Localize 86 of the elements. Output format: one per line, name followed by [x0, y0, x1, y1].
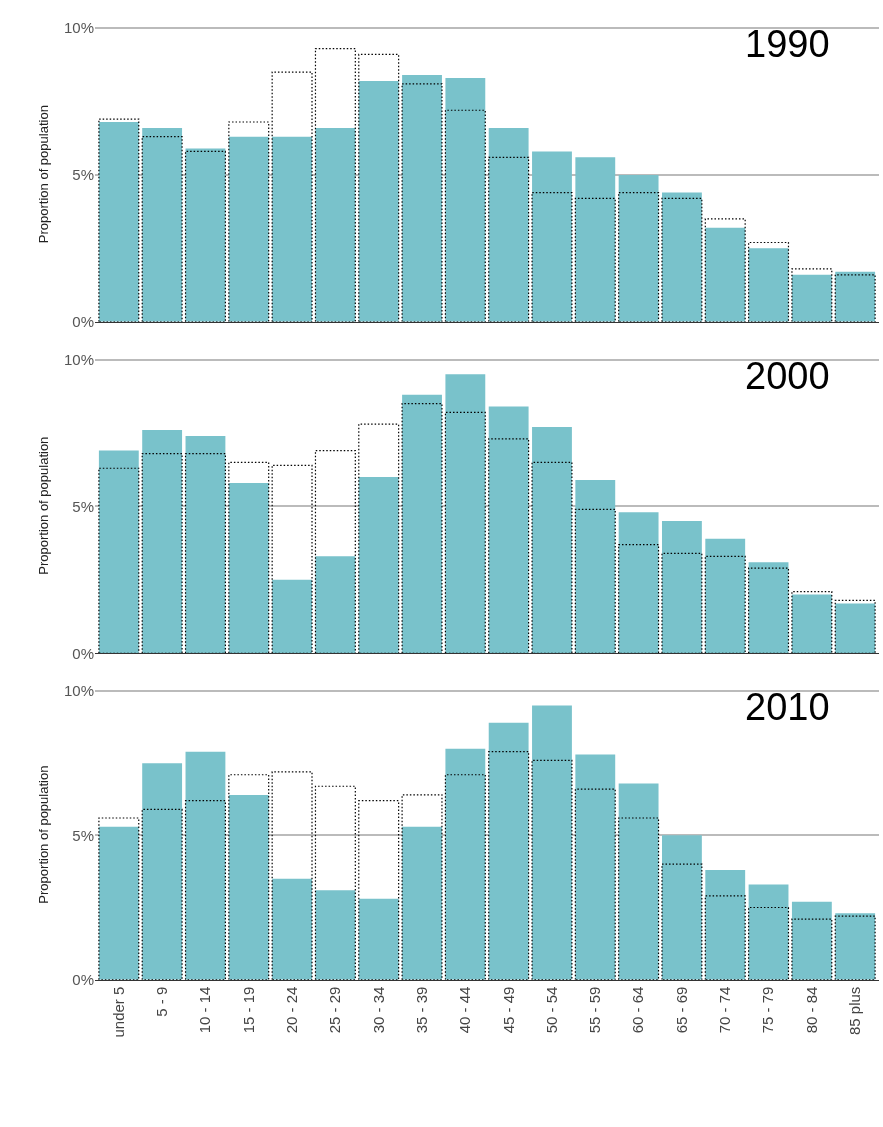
- y-tick-label: 0%: [72, 644, 94, 662]
- bar: [531, 191, 573, 322]
- x-tick-label: 60 - 64: [629, 986, 647, 1034]
- bar: [661, 521, 702, 654]
- y-tick-label: 5%: [72, 497, 94, 515]
- bar: [531, 461, 573, 654]
- bar: [532, 427, 572, 654]
- bar: [402, 826, 442, 980]
- bar: [401, 794, 443, 980]
- bar: [575, 157, 616, 322]
- x-tick-label: 45 - 49: [499, 986, 517, 1034]
- bar: [661, 835, 702, 980]
- bar: [315, 127, 356, 322]
- x-tick-label: 55 - 59: [586, 986, 604, 1034]
- bar: [271, 71, 313, 322]
- x-tick-label: 15 - 19: [239, 986, 257, 1034]
- x-tick-label: 80 - 84: [802, 986, 820, 1034]
- y-tick-label: 5%: [72, 166, 94, 184]
- y-axis-title: Proportion of population: [35, 436, 51, 575]
- bar: [618, 817, 660, 980]
- bar: [358, 800, 400, 980]
- bar: [574, 788, 616, 980]
- bar: [618, 544, 660, 654]
- bar: [272, 878, 313, 980]
- bar: [315, 556, 356, 654]
- bar: [271, 464, 313, 654]
- bar: [574, 508, 616, 654]
- bar: [618, 512, 659, 654]
- bar: [704, 895, 746, 980]
- x-tick-label: under 5: [109, 986, 127, 1038]
- bar: [661, 863, 703, 980]
- bar: [358, 477, 399, 654]
- x-tick-label: 85 plus: [846, 986, 864, 1036]
- bar: [184, 800, 226, 980]
- bar: [575, 754, 616, 980]
- y-axis-title: Proportion of population: [35, 105, 51, 244]
- y-tick-label: 0%: [72, 313, 94, 331]
- x-tick-label: 20 - 24: [282, 986, 300, 1034]
- bar: [531, 759, 573, 980]
- chart-title: 2010: [745, 686, 830, 728]
- y-axis-title: Proportion of population: [35, 765, 51, 904]
- bar: [748, 884, 789, 980]
- bar: [532, 151, 572, 322]
- bar: [705, 869, 746, 980]
- bar: [488, 127, 529, 322]
- bar: [791, 918, 833, 980]
- bar: [142, 763, 183, 980]
- bar: [315, 890, 356, 980]
- bar: [314, 450, 356, 654]
- bar: [575, 479, 616, 654]
- x-tick-label: 30 - 34: [369, 986, 387, 1034]
- bar: [791, 901, 832, 980]
- bar: [314, 785, 356, 980]
- x-tick-label: 35 - 39: [412, 986, 430, 1034]
- bar: [574, 197, 616, 322]
- bar: [661, 552, 703, 654]
- y-tick-label: 10%: [63, 350, 94, 368]
- x-tick-label: 25 - 29: [326, 986, 344, 1034]
- bar: [314, 47, 356, 322]
- bar: [272, 579, 313, 654]
- x-tick-label: 5 - 9: [153, 986, 171, 1017]
- y-tick-label: 10%: [63, 19, 94, 37]
- bar: [141, 808, 183, 980]
- x-tick-label: 10 - 14: [196, 986, 214, 1034]
- bar: [358, 898, 399, 980]
- bar: [445, 374, 486, 654]
- x-tick-label: 75 - 79: [759, 986, 777, 1034]
- x-tick-label: 65 - 69: [672, 986, 690, 1034]
- y-tick-label: 5%: [72, 826, 94, 844]
- chart-title: 1990: [745, 23, 830, 65]
- bar: [271, 771, 313, 980]
- bar: [185, 751, 226, 980]
- bar: [532, 705, 572, 980]
- bar: [272, 136, 313, 322]
- bar: [444, 411, 486, 654]
- y-tick-label: 10%: [63, 682, 94, 700]
- y-tick-label: 0%: [72, 970, 94, 988]
- bar: [705, 538, 746, 654]
- bar: [358, 423, 400, 654]
- x-tick-label: 50 - 54: [542, 986, 560, 1034]
- x-tick-label: 40 - 44: [456, 986, 474, 1034]
- bar: [488, 156, 530, 322]
- bar: [618, 783, 659, 980]
- x-tick-label: 70 - 74: [716, 986, 734, 1034]
- bar: [704, 555, 746, 654]
- chart-title: 2000: [745, 355, 830, 397]
